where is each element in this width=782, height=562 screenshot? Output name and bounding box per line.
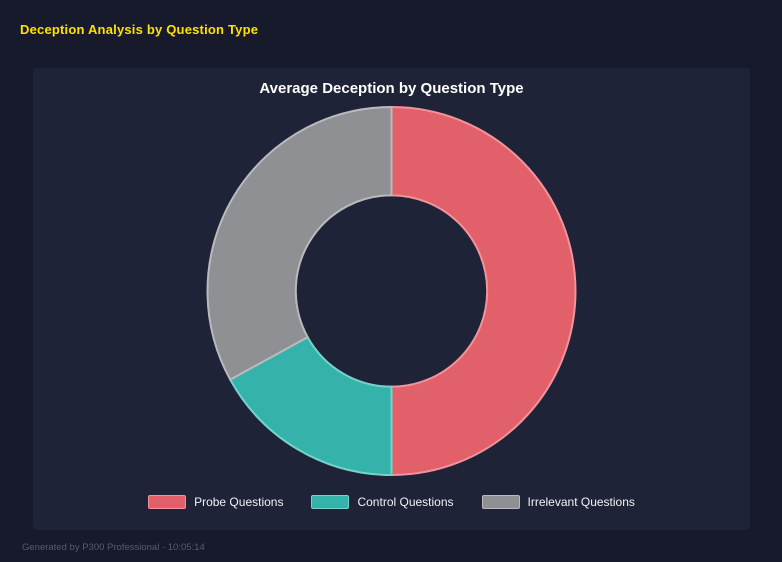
legend-label-1: Control Questions xyxy=(357,495,454,509)
page-title: Deception Analysis by Question Type xyxy=(20,22,259,37)
donut-chart xyxy=(206,106,577,476)
chart-legend: Probe Questions Control Questions Irreleva… xyxy=(148,495,635,509)
donut-chart-area xyxy=(33,101,750,483)
legend-label-2: Irrelevant Questions xyxy=(527,495,635,509)
legend-label-0: Probe Questions xyxy=(194,495,284,509)
footer-text: Generated by P300 Professional - 10:05:1… xyxy=(22,542,205,553)
legend-swatch-2 xyxy=(481,495,520,509)
legend-item-2[interactable]: Irrelevant Questions xyxy=(481,495,635,509)
donut-segment-1[interactable] xyxy=(229,336,393,476)
legend-item-1[interactable]: Control Questions xyxy=(311,495,454,509)
donut-segment-0[interactable] xyxy=(390,106,577,476)
legend-item-0[interactable]: Probe Questions xyxy=(148,495,283,509)
donut-segment-2[interactable] xyxy=(206,106,393,381)
legend-swatch-1 xyxy=(311,495,350,509)
legend-swatch-0 xyxy=(148,495,187,509)
chart-panel: Average Deception by Question Type Probe… xyxy=(33,68,750,530)
chart-title: Average Deception by Question Type xyxy=(259,80,524,97)
